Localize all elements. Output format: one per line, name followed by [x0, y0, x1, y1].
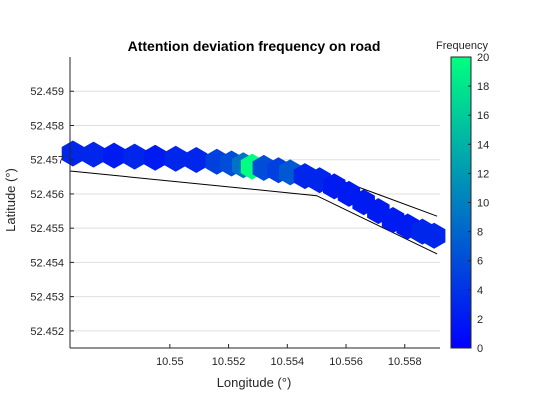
colorbar-tick-label: 6 — [477, 256, 483, 268]
data-point — [102, 142, 126, 169]
x-tick-label: 10.55 — [156, 356, 184, 368]
colorbar-tick-label: 20 — [477, 52, 489, 64]
colorbar-tick-label: 14 — [477, 139, 489, 151]
x-tick-label: 10.556 — [329, 356, 363, 368]
colorbar-title: Frequency — [436, 40, 488, 52]
road-edge-line — [69, 170, 438, 255]
y-tick-label: 52.458 — [30, 120, 64, 132]
axes: 10.55 10.552 10.554 10.556 10.558 52.452 52.45… — [30, 57, 440, 368]
y-tick-label: 52.456 — [30, 189, 64, 201]
y-tick-label: 52.457 — [30, 155, 64, 167]
data-point — [143, 144, 167, 171]
x-axis-title: Longitude (°) — [217, 375, 292, 390]
colorbar-tick-label: 18 — [477, 81, 489, 93]
y-tick-label: 52.452 — [30, 326, 64, 338]
colorbar-tick-label: 12 — [477, 168, 489, 180]
y-tick-label: 52.454 — [30, 257, 64, 269]
x-tick-label: 10.554 — [270, 356, 304, 368]
x-tick-label: 10.552 — [212, 356, 246, 368]
data-point — [185, 147, 208, 173]
data-point — [422, 222, 446, 249]
colorbar-tick-label: 2 — [477, 314, 483, 326]
y-tick-label: 52.455 — [30, 223, 64, 235]
colorbar-tick-label: 10 — [477, 198, 489, 210]
colorbar-tick-label: 0 — [477, 343, 483, 355]
colorbar-tick-label: 8 — [477, 227, 483, 239]
data-point — [123, 143, 146, 170]
data-point — [82, 141, 105, 168]
data-points — [61, 140, 446, 249]
colorbar: 0 2 4 6 8 10 12 14 16 18 20 — [450, 52, 489, 355]
y-tick-label: 52.453 — [30, 292, 64, 304]
x-tick-label: 10.558 — [388, 356, 422, 368]
data-point — [164, 145, 187, 172]
colorbar-tick-label: 4 — [477, 285, 483, 297]
y-tick-label: 52.459 — [30, 86, 64, 98]
chart-title: Attention deviation frequency on road — [128, 38, 381, 54]
data-point — [61, 140, 85, 167]
colorbar-tick-label: 16 — [477, 110, 489, 122]
y-axis-title: Latitude (°) — [3, 168, 18, 232]
